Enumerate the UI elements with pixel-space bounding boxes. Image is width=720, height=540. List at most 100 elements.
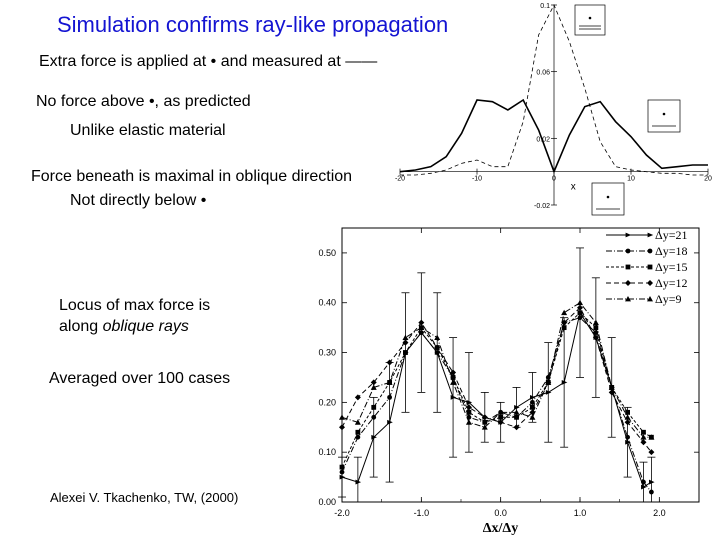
data-point — [529, 414, 536, 420]
data-point — [481, 424, 488, 430]
data-point — [593, 330, 599, 336]
bullet-locus-line1: Locus of max force is — [59, 297, 211, 314]
data-point — [545, 379, 552, 386]
data-point — [561, 319, 568, 326]
data-point — [647, 296, 653, 302]
data-point — [434, 345, 440, 350]
data-point — [545, 390, 552, 395]
bottom-chart-frame: -2.0 -1.0 0.0 1.0 2.0 0.00 0.10 0.20 0.30 0.40 0.5… — [318, 227, 700, 536]
bottom-chart-series — [339, 299, 655, 495]
data-point — [418, 330, 424, 336]
bottom-chart-error-bars — [338, 247, 656, 503]
data-point — [514, 414, 519, 420]
bottom-y-tick-label: 0.10 — [318, 447, 336, 457]
data-point — [641, 479, 646, 485]
data-point — [577, 299, 583, 306]
data-point — [497, 419, 504, 426]
data-point — [609, 385, 615, 390]
data-point — [386, 379, 393, 385]
data-point — [386, 359, 393, 366]
series-path — [341, 306, 652, 453]
bottom-y-tick-label: 0.00 — [318, 497, 336, 507]
top-y-tick-label: 0.06 — [536, 70, 550, 77]
data-point — [354, 394, 361, 401]
data-point — [647, 232, 654, 238]
data-point — [418, 330, 425, 336]
legend-label: Δy=18 — [655, 244, 687, 258]
bottom-y-tick-label: 0.50 — [318, 248, 336, 258]
data-point — [466, 409, 472, 415]
inset-box-1 — [574, 4, 606, 36]
author-credit: Alexei V. Tkachenko, TW, (2000) — [50, 490, 239, 505]
data-point — [608, 389, 615, 396]
bottom-x-axis-label: Δx/Δy — [483, 521, 518, 536]
bottom-y-tick-label: 0.20 — [318, 397, 336, 407]
data-point — [498, 414, 504, 420]
top-x-tick-label: 10 — [627, 176, 635, 183]
bottom-plot-frame — [341, 227, 700, 503]
data-point — [387, 419, 393, 425]
data-point — [355, 429, 361, 435]
bullet-not-directly-below: Not directly below • — [70, 192, 207, 209]
data-point — [450, 375, 456, 380]
top-x-tick-label: -20 — [395, 176, 405, 183]
data-point — [354, 419, 361, 425]
bullet-no-force-above: No force above •, as predicted — [36, 93, 251, 110]
top-y-tick-label: -0.02 — [534, 203, 550, 210]
inset-box-3 — [591, 182, 625, 216]
oblique-rays-text: oblique rays — [102, 318, 189, 335]
data-point — [450, 394, 457, 400]
data-point — [545, 379, 552, 385]
top-series-solid — [399, 98, 708, 174]
bullet-extra-force: Extra force is applied at • and measured… — [39, 53, 378, 70]
data-point — [561, 320, 567, 326]
data-point — [641, 484, 647, 490]
legend-label: Δy=9 — [655, 292, 681, 306]
bottom-x-tick-label: 2.0 — [653, 508, 666, 518]
data-point — [592, 319, 599, 326]
bottom-x-tick-label: 1.0 — [574, 508, 587, 518]
series-line-1 — [339, 310, 655, 490]
data-point — [625, 434, 630, 440]
data-point — [339, 414, 345, 420]
legend-label: Δy=12 — [655, 276, 687, 290]
data-point — [640, 439, 647, 446]
data-point — [624, 414, 631, 420]
data-point — [593, 325, 599, 331]
data-point — [592, 334, 599, 341]
data-point — [561, 380, 568, 385]
series-line-3 — [339, 310, 654, 470]
data-point — [514, 404, 520, 410]
data-point — [434, 350, 441, 355]
data-point — [339, 464, 345, 470]
data-point — [387, 380, 392, 385]
data-point — [625, 264, 631, 270]
data-point — [530, 394, 536, 400]
slide-title: Simulation confirms ray-like propagation — [57, 12, 449, 37]
series-path — [341, 312, 652, 468]
bottom-y-tick-label: 0.40 — [318, 298, 336, 308]
data-point — [339, 474, 346, 480]
data-point — [371, 434, 377, 440]
data-point — [370, 379, 377, 386]
data-point — [648, 449, 655, 456]
data-point — [482, 414, 488, 420]
inset-box-2 — [647, 99, 681, 133]
data-point — [577, 304, 583, 311]
data-point — [465, 419, 472, 425]
series-path — [341, 302, 652, 438]
data-point — [339, 424, 345, 431]
data-point — [465, 404, 472, 411]
data-point — [355, 479, 362, 485]
data-point — [403, 350, 408, 355]
data-point — [625, 296, 631, 302]
top-x-tick-label: 20 — [704, 176, 712, 183]
data-point — [609, 385, 615, 390]
data-point — [577, 315, 583, 321]
data-point — [497, 409, 504, 415]
data-point — [466, 399, 473, 405]
data-point — [649, 434, 654, 440]
bottom-x-tick-label: -1.0 — [414, 508, 430, 518]
